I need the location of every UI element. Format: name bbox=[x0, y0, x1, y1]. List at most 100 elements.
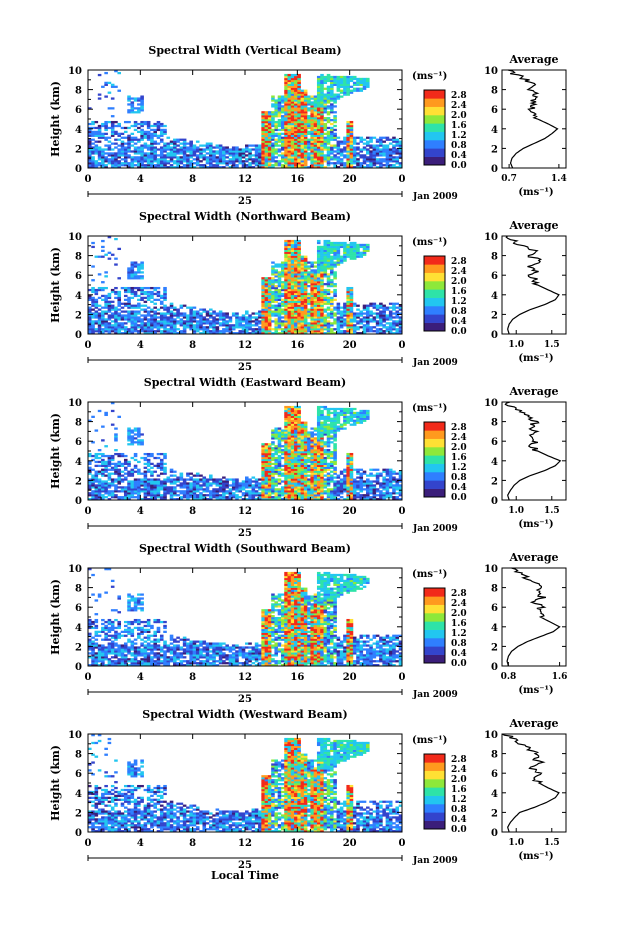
heatmap-cell bbox=[307, 127, 311, 129]
heatmap-cell bbox=[219, 318, 223, 320]
heatmap-cell bbox=[327, 273, 331, 275]
heatmap-cell bbox=[157, 123, 161, 125]
heatmap-cell bbox=[268, 277, 272, 279]
heatmap-cell bbox=[366, 250, 370, 252]
heatmap-cell bbox=[153, 484, 157, 486]
heatmap-cell bbox=[297, 252, 301, 254]
heatmap-cell bbox=[265, 322, 269, 324]
heatmap-cell bbox=[108, 330, 112, 332]
heatmap-cell bbox=[310, 158, 314, 160]
heatmap-cell bbox=[150, 144, 154, 146]
heatmap-cell bbox=[232, 314, 236, 316]
heatmap-cell bbox=[134, 490, 138, 492]
heatmap-cell bbox=[291, 109, 295, 111]
heatmap-cell bbox=[353, 82, 357, 84]
heatmap-cell bbox=[137, 305, 141, 307]
heatmap-cell bbox=[278, 150, 282, 152]
heatmap-cell bbox=[359, 246, 363, 248]
heatmap-cell bbox=[359, 84, 363, 86]
heatmap-cell bbox=[238, 162, 242, 164]
heatmap-cell bbox=[98, 484, 102, 486]
heatmap-cell bbox=[114, 164, 118, 166]
heatmap-cell bbox=[124, 131, 128, 133]
heatmap-cell bbox=[127, 291, 131, 293]
date-label: Jan 2009 bbox=[412, 192, 458, 202]
heatmap-cell bbox=[124, 143, 128, 145]
heatmap-cell bbox=[265, 125, 269, 127]
heatmap-cell bbox=[117, 490, 121, 492]
heatmap-cell bbox=[337, 162, 341, 164]
heatmap-cell bbox=[392, 137, 396, 139]
heatmap-cell bbox=[121, 154, 125, 156]
heatmap-cell bbox=[330, 265, 334, 267]
heatmap-cell bbox=[317, 101, 321, 103]
heatmap-cell bbox=[268, 299, 272, 301]
heatmap-cell bbox=[291, 320, 295, 322]
heatmap-cell bbox=[98, 137, 102, 139]
heatmap-cell bbox=[255, 484, 259, 486]
heatmap-cell bbox=[304, 269, 308, 271]
heatmap-cell bbox=[324, 111, 328, 113]
heatmap-cell bbox=[327, 281, 331, 283]
heatmap-cell bbox=[333, 242, 337, 244]
heatmap-cell bbox=[294, 92, 298, 94]
heatmap-cell bbox=[265, 324, 269, 326]
heatmap-cell bbox=[265, 279, 269, 281]
heatmap-cell bbox=[144, 137, 148, 139]
heatmap-cell bbox=[91, 299, 95, 301]
heatmap-cell bbox=[350, 297, 354, 299]
profile-y-tick-label: 2 bbox=[491, 144, 498, 155]
heatmap-cell bbox=[297, 285, 301, 287]
heatmap-cell bbox=[170, 305, 174, 307]
heatmap-cell bbox=[183, 158, 187, 160]
heatmap-cell bbox=[157, 293, 161, 295]
heatmap-cell bbox=[340, 164, 344, 166]
heatmap-cell bbox=[111, 326, 115, 328]
heatmap-cell bbox=[180, 150, 184, 152]
heatmap-cell bbox=[196, 490, 200, 492]
heatmap-cell bbox=[278, 303, 282, 305]
heatmap-cell bbox=[324, 125, 328, 127]
heatmap-cell bbox=[304, 295, 308, 297]
heatmap-cell bbox=[124, 150, 128, 152]
heatmap-cell bbox=[346, 293, 350, 295]
heatmap-cell bbox=[288, 101, 292, 103]
heatmap-cell bbox=[327, 258, 331, 260]
heatmap-cell bbox=[202, 322, 206, 324]
heatmap-cell bbox=[88, 164, 92, 166]
heatmap-cell bbox=[297, 80, 301, 82]
heatmap-cell bbox=[281, 148, 285, 150]
heatmap-cell bbox=[91, 131, 95, 133]
heatmap-cell bbox=[294, 135, 298, 137]
heatmap-cell bbox=[108, 82, 112, 84]
heatmap-cell bbox=[363, 246, 367, 248]
heatmap-cell bbox=[284, 97, 288, 99]
heatmap-cell bbox=[337, 307, 341, 309]
heatmap-cell bbox=[304, 139, 308, 141]
heatmap-cell bbox=[314, 111, 318, 113]
heatmap-cell bbox=[114, 473, 118, 475]
heatmap-cell bbox=[235, 484, 239, 486]
heatmap-cell bbox=[95, 322, 99, 324]
heatmap-cell bbox=[131, 314, 135, 316]
heatmap-cell bbox=[340, 312, 344, 314]
heatmap-cell bbox=[356, 88, 360, 90]
heatmap-cell bbox=[333, 95, 337, 97]
heatmap-cell bbox=[245, 158, 249, 160]
heatmap-cell bbox=[225, 492, 229, 494]
heatmap-cell bbox=[261, 293, 265, 295]
heatmap-cell bbox=[196, 328, 200, 330]
heatmap-cell bbox=[274, 113, 278, 115]
heatmap-cell bbox=[150, 137, 154, 139]
heatmap-cell bbox=[134, 152, 138, 154]
heatmap-cell bbox=[288, 256, 292, 258]
heatmap-cell bbox=[255, 478, 259, 480]
heatmap-cell bbox=[346, 92, 350, 94]
heatmap-cell bbox=[111, 316, 115, 318]
heatmap-cell bbox=[163, 318, 167, 320]
heatmap-cell bbox=[242, 484, 246, 486]
heatmap-cell bbox=[265, 445, 269, 447]
heatmap-cell bbox=[147, 318, 151, 320]
heatmap-cell bbox=[229, 328, 233, 330]
heatmap-cell bbox=[124, 305, 128, 307]
